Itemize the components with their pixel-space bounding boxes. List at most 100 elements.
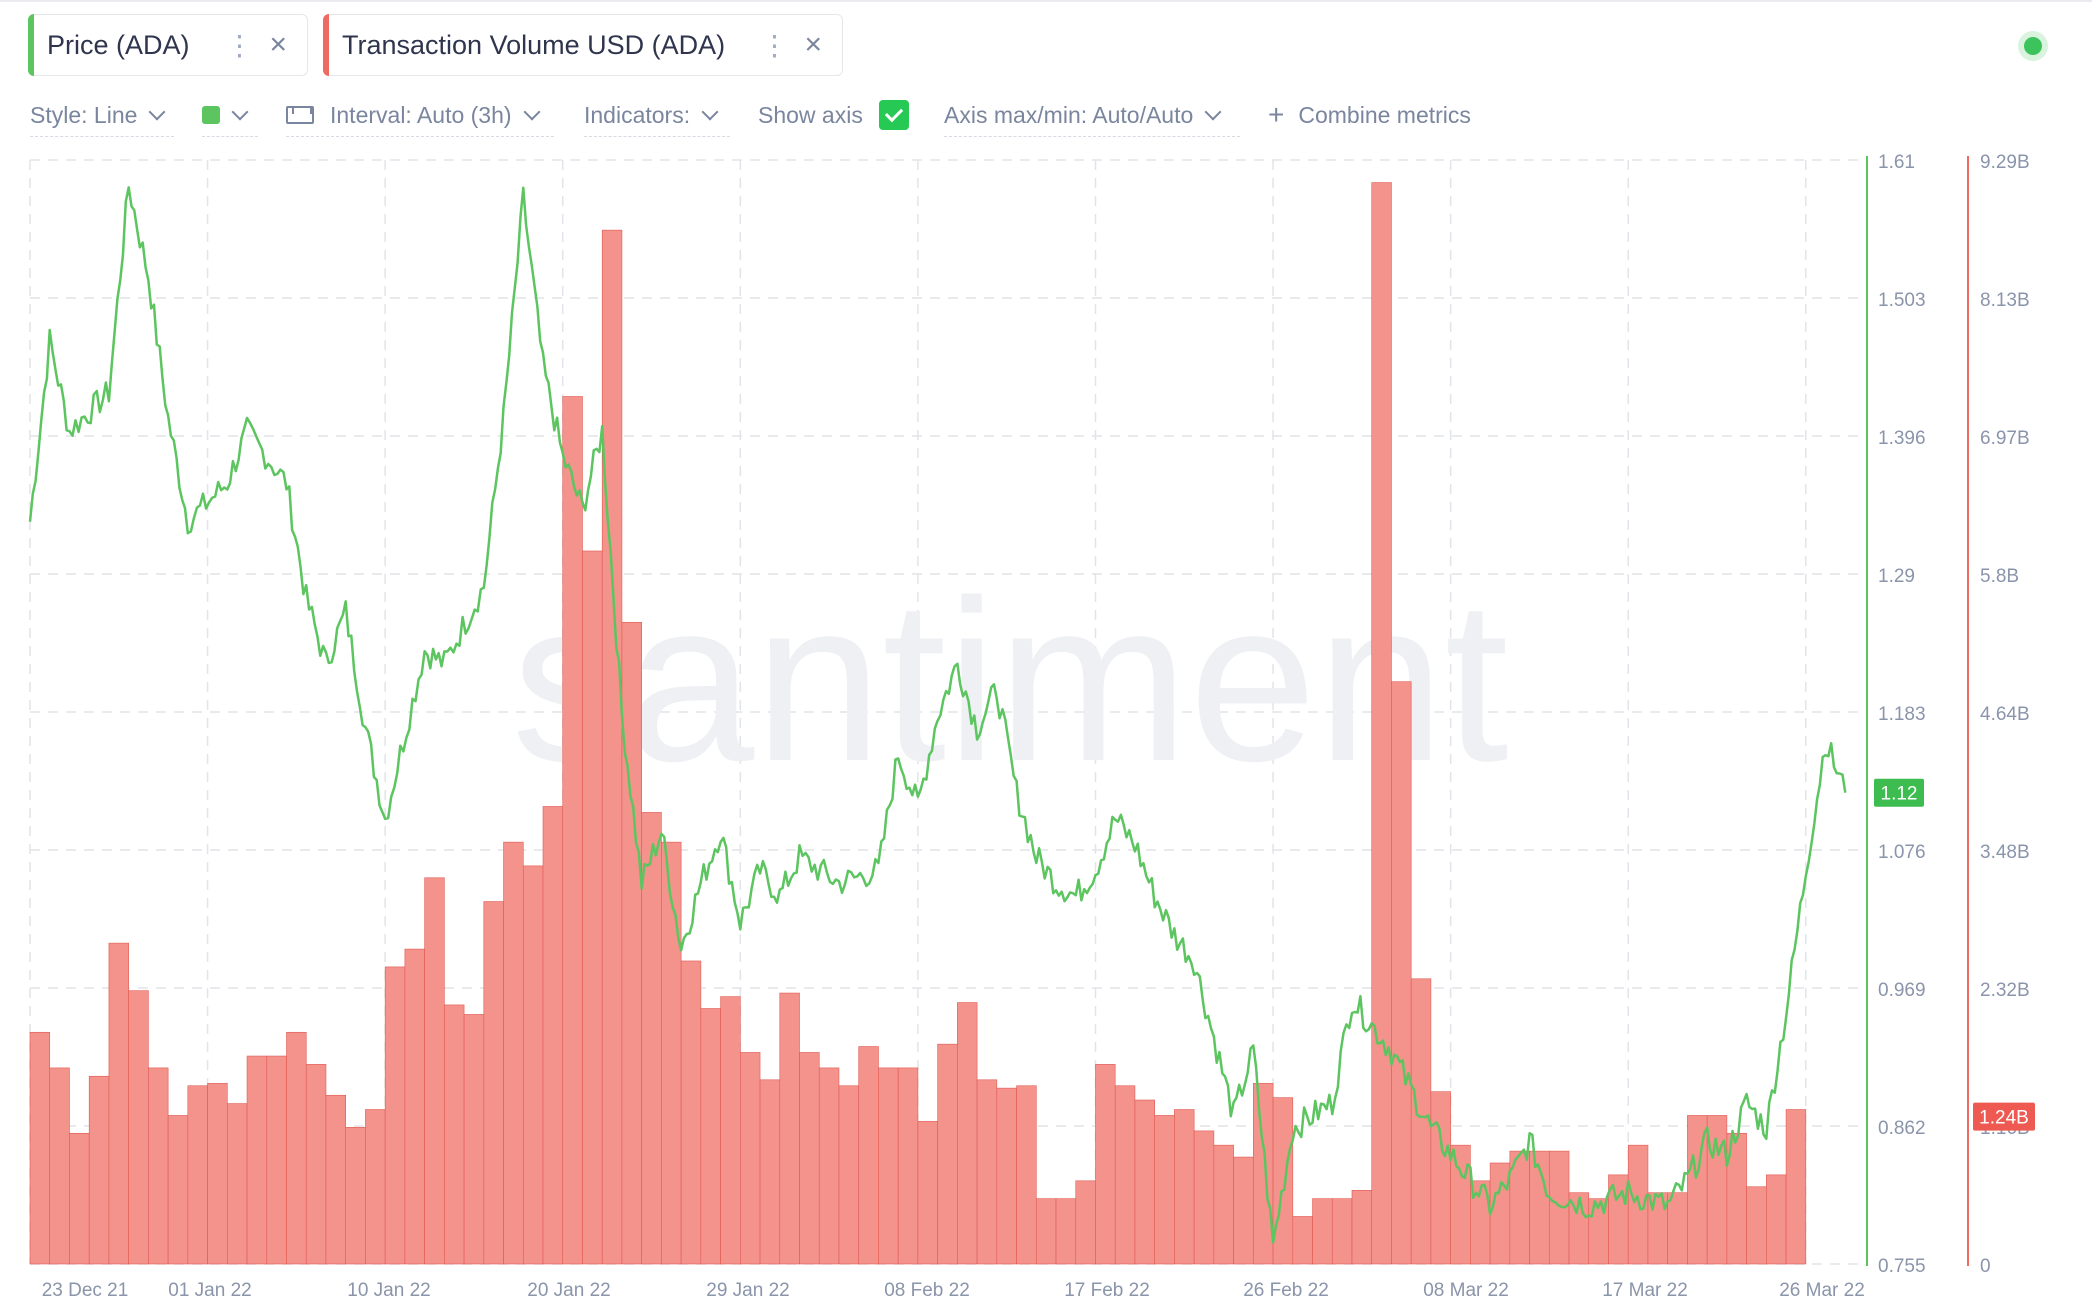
style-dropdown[interactable]: Style: Line [30,98,174,137]
x-axis-tick: 01 Jan 22 [168,1280,251,1301]
price-color-bar [28,14,34,76]
axis-maxmin-label: Axis max/min: Auto/Auto [944,101,1194,128]
volume-bar [1746,1186,1767,1265]
axis-maxmin-dropdown[interactable]: Axis max/min: Auto/Auto [944,98,1240,137]
volume-bar [680,960,702,1265]
more-vertical-icon[interactable]: ⋮ [760,29,789,61]
volume-bar [69,1132,90,1265]
x-axis-tick: 08 Feb 22 [884,1280,970,1301]
show-axis-label: Show axis [758,101,863,128]
volume-current-badge [1973,1102,2035,1131]
close-icon[interactable]: × [804,28,822,61]
volume-bars [29,182,1807,1265]
volume-bar [1726,1132,1747,1265]
volume-bar [1766,1174,1787,1265]
chart-grid [29,159,1865,1265]
volume-bar [424,877,445,1265]
volume-bar [1292,1216,1313,1265]
volume-bar [1430,1091,1451,1265]
x-axis-tick: 08 Mar 22 [1423,1280,1509,1301]
volume-bar [1035,1198,1057,1265]
volume-axis-tick: 8.13B [1980,290,2030,311]
show-axis-toggle[interactable]: Show axis [758,98,916,136]
price-axis-tick: 1.503 [1878,290,1926,311]
volume-bar [1785,1109,1807,1265]
volume-bar [384,966,406,1265]
volume-bar [1095,1064,1116,1265]
volume-bar [483,901,504,1265]
volume-bar [88,1075,110,1265]
price-axis-tick: 1.61 [1878,152,1915,173]
volume-bar [996,1087,1017,1265]
volume-bar [207,1083,228,1265]
volume-color-bar [323,14,329,76]
price-axis-tick: 0.862 [1878,1118,1926,1139]
metric-chip-volume[interactable]: Transaction Volume USD (ADA) ⋮ × [323,14,843,76]
x-axis-tick: 10 Jan 22 [347,1280,430,1301]
volume-bar [1174,1109,1195,1265]
more-vertical-icon[interactable]: ⋮ [225,29,254,61]
price-axis-tick: 1.076 [1878,842,1926,863]
volume-bar [1213,1144,1234,1265]
volume-bar [1549,1150,1570,1265]
volume-bar [148,1067,169,1265]
volume-bar [1272,1097,1294,1265]
color-picker[interactable] [202,98,258,137]
x-axis-tick: 20 Jan 22 [527,1280,610,1301]
x-axis-tick: 26 Feb 22 [1243,1280,1329,1301]
volume-bar [1529,1150,1550,1265]
volume-bar [1075,1180,1096,1265]
volume-bar [878,1067,899,1265]
ruler-icon [286,106,314,124]
volume-bar [621,621,642,1265]
volume-bar [917,1121,938,1265]
close-icon[interactable]: × [269,28,287,61]
price-current-value: 1.12 [1881,784,1918,805]
volume-bar [838,1085,860,1265]
volume-bar [601,229,623,1265]
volume-bar [503,841,524,1265]
volume-axis-tick: 9.29B [1980,152,2030,173]
volume-bar [444,1004,465,1265]
volume-axis-tick: 2.32B [1980,980,2030,1001]
volume-bar [187,1085,208,1265]
price-series [28,186,1847,1244]
metric-chip-price[interactable]: Price (ADA) ⋮ × [28,14,308,76]
volume-bar [1253,1083,1274,1265]
volume-bar [720,996,741,1265]
interval-dropdown[interactable]: Interval: Auto (3h) [286,98,554,137]
volume-bar [700,1008,721,1265]
indicators-dropdown[interactable]: Indicators: [584,98,730,137]
volume-bar [661,841,682,1265]
volume-bar [858,1046,879,1265]
volume-bar [1193,1130,1215,1265]
x-axis-tick: 29 Jan 22 [706,1280,789,1301]
volume-current-value: 1.24B [1979,1108,2029,1129]
volume-axis-tick: 4.64B [1980,704,2030,725]
volume-bar [759,1079,781,1265]
color-swatch-icon [202,106,220,124]
santiment-watermark: santiment [511,552,1508,809]
volume-bar [1470,1180,1491,1265]
chart-axes: 1.61 1.503 1.396 1.29 1.183 1.076 0.969 0.862 0.… [1866,152,2035,1277]
volume-bar [740,1052,761,1265]
volume-bar [1154,1115,1175,1265]
chevron-down-icon [148,103,166,121]
volume-bar [1312,1198,1333,1265]
volume-bar [1489,1162,1511,1265]
volume-bar [1055,1198,1077,1265]
volume-bar [957,1002,978,1265]
indicators-label: Indicators: [584,101,691,128]
volume-axis-tick: 6.97B [1980,428,2030,449]
price-axis-tick: 0.755 [1878,1256,1926,1277]
plus-icon: + [1268,99,1285,130]
volume-bar [345,1127,366,1265]
x-axis-tick: 17 Mar 22 [1602,1280,1688,1301]
combine-metrics-button[interactable]: + Combine metrics [1268,98,1484,136]
volume-bar [463,1014,485,1265]
volume-bar [1134,1099,1155,1265]
chevron-down-icon [523,103,541,121]
checkbox-checked-icon[interactable] [878,100,909,130]
x-axis-tick: 23 Dec 21 [42,1280,129,1301]
